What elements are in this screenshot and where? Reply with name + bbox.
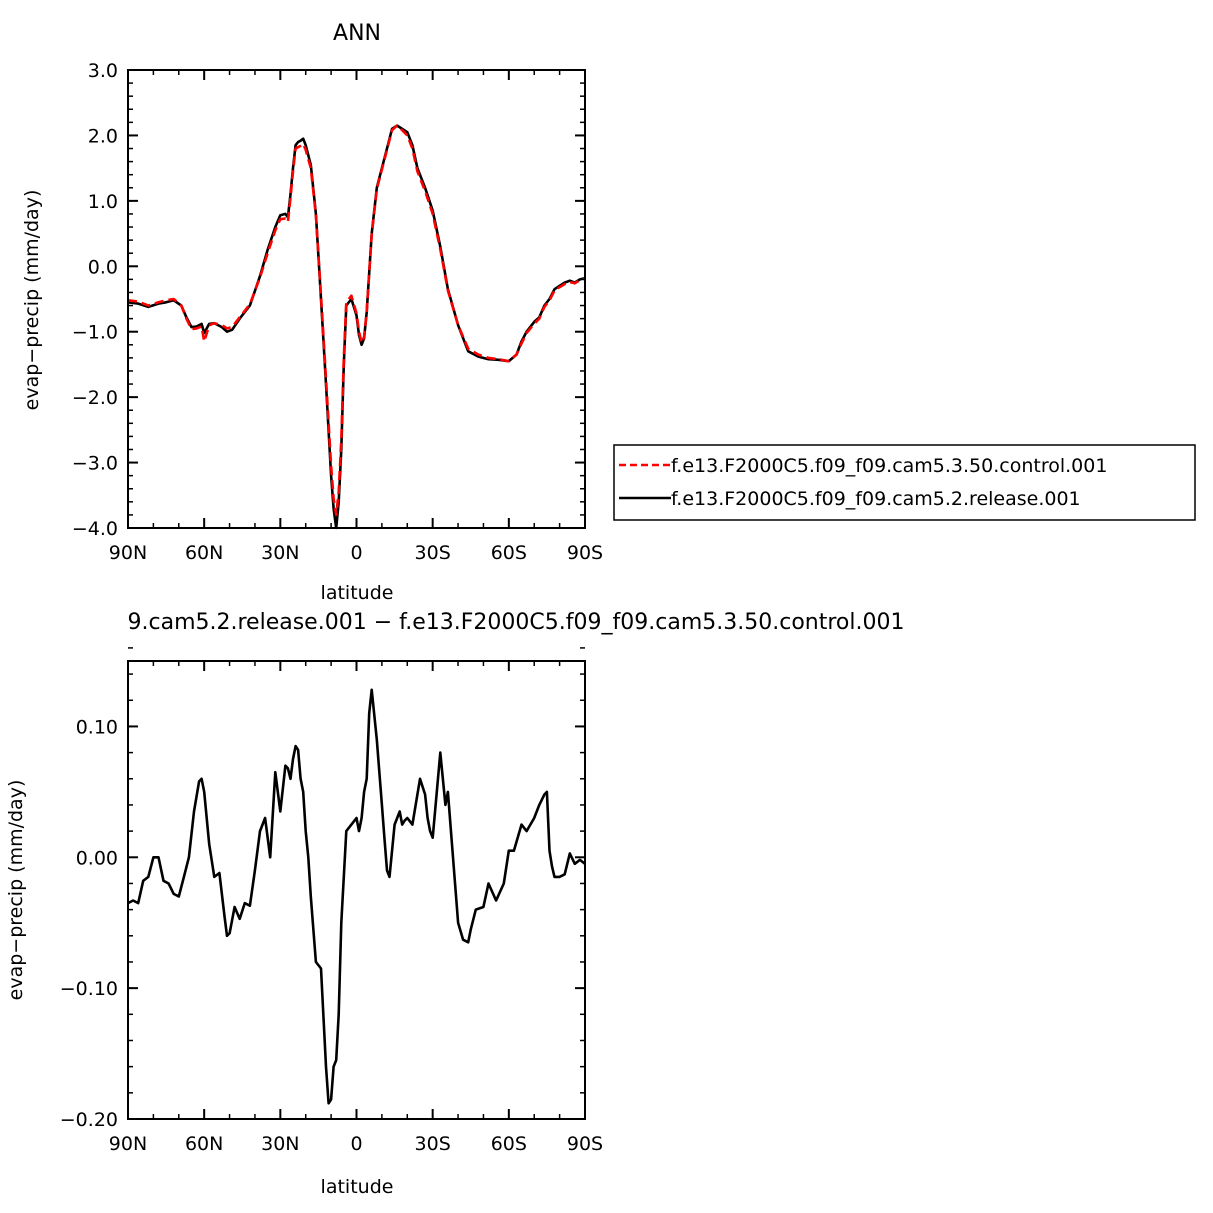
top-x-tick-label: 30S [415,542,451,564]
legend-label-control: f.e13.F2000C5.f09_f09.cam5.3.50.control.… [671,455,1107,477]
legend-label-release: f.e13.F2000C5.f09_f09.cam5.2.release.001 [671,488,1081,510]
top-y-tick-label: −4.0 [72,518,118,540]
bottom-x-axis-title: latitude [321,1176,394,1198]
top-x-tick-label: 90N [109,542,147,564]
bottom-y-axis-title: evap−precip (mm/day) [5,780,27,1001]
top-y-tick-label: 0.0 [88,256,118,278]
top-y-tick-label: 1.0 [88,191,118,213]
bottom-x-tick-label: 90N [109,1133,147,1155]
bottom-series-line-0 [127,688,586,1105]
top-y-tick-label: 2.0 [88,125,118,147]
top-chart-title: ANN [333,21,381,46]
bottom-chart-title: 9.cam5.2.release.001 − f.e13.F2000C5.f09… [128,610,905,635]
top-x-axis-title: latitude [321,582,394,604]
top-x-tick-label: 60N [185,542,223,564]
bottom-axes: 90N 60N 30N 0 30S 60S 90S 0.10 0.00 −0.10 −0.20 [60,647,603,1155]
bottom-y-tick-label: −0.20 [60,1109,118,1131]
top-y-tick-label: −3.0 [72,453,118,475]
bottom-panel: 9.cam5.2.release.001 − f.e13.F2000C5.f09… [5,610,904,1198]
top-x-tick-label: 0 [350,542,362,564]
bottom-x-tick-label: 0 [350,1133,362,1155]
bottom-series-group [127,688,586,1105]
top-series-group [127,124,586,530]
top-series-line-0 [127,124,586,530]
top-x-tick-label: 30N [261,542,299,564]
top-series-line-1 [127,124,586,517]
top-axes: 90N 60N 30N 0 30S 60S 90S 3.0 2.0 1.0 0.0 −1.0 −2.0 −… [72,60,603,564]
top-y-tick-label: 3.0 [88,60,118,82]
legend: f.e13.F2000C5.f09_f09.cam5.3.50.control.… [613,444,1196,521]
bottom-y-tick-label: 0.10 [76,716,118,738]
top-plot-frame [127,69,586,529]
bottom-y-tick-label: −0.10 [60,978,118,1000]
bottom-x-tick-label: 90S [567,1133,603,1155]
top-y-tick-label: −1.0 [72,322,118,344]
top-y-axis-title: evap−precip (mm/day) [21,190,43,411]
bottom-y-tick-label: 0.00 [76,847,118,869]
bottom-x-tick-label: 30S [415,1133,451,1155]
top-x-tick-label: 60S [491,542,527,564]
legend-box [613,444,1196,521]
top-y-tick-label: −2.0 [72,387,118,409]
bottom-plot-frame [127,660,586,1120]
top-panel: ANN 90N 60N 30N 0 30S 60S 90S 3.0 2.0 1.0 0.0 −1.0 −… [21,21,603,604]
bottom-x-tick-label: 60N [185,1133,223,1155]
bottom-x-tick-label: 60S [491,1133,527,1155]
top-x-tick-label: 90S [567,542,603,564]
bottom-x-tick-label: 30N [261,1133,299,1155]
